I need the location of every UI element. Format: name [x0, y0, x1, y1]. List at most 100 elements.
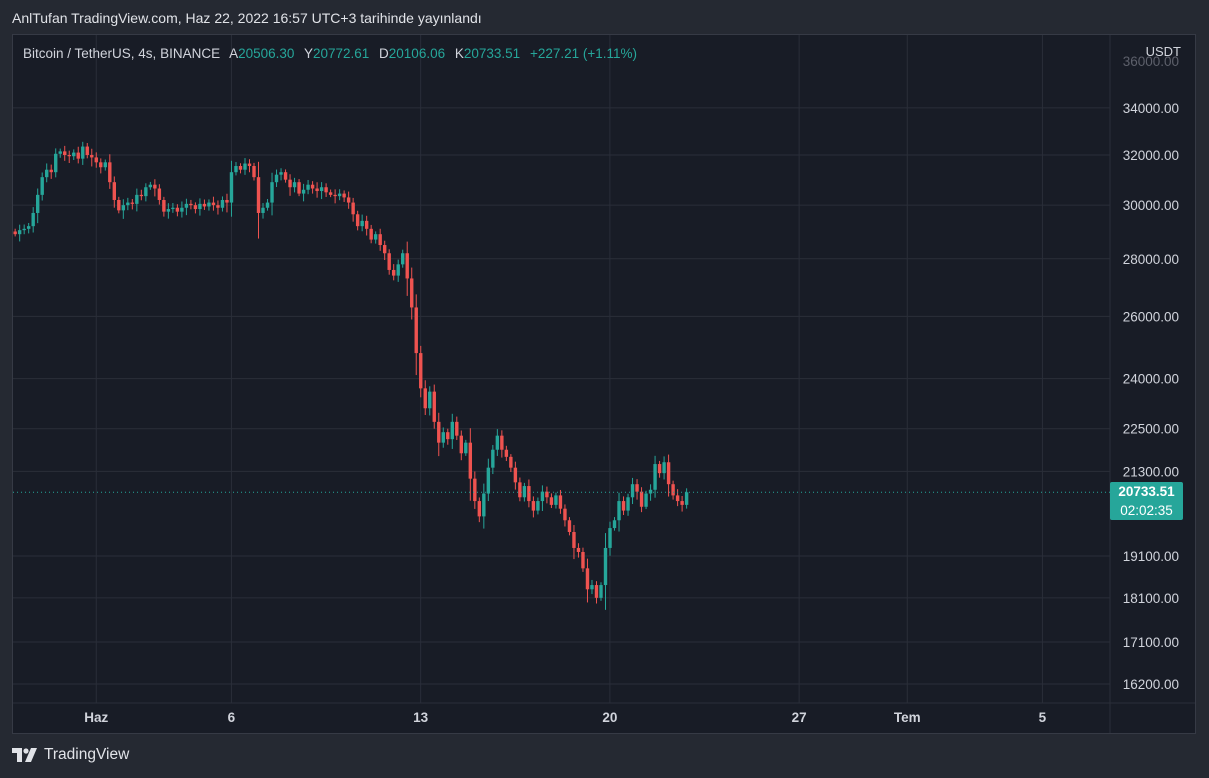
- candle-body: [26, 226, 31, 229]
- candle-body: [657, 464, 662, 474]
- candle-body: [238, 166, 243, 170]
- candle-body: [545, 491, 549, 498]
- x-tick-label: 27: [792, 710, 807, 725]
- candle-body: [13, 231, 17, 235]
- candle-body: [279, 172, 283, 175]
- candle-body: [518, 482, 522, 498]
- open-value: 20506.30: [238, 46, 295, 61]
- candle-body: [626, 497, 630, 511]
- low-label: D: [379, 46, 389, 61]
- candle-body: [373, 234, 378, 240]
- candle-body: [455, 421, 459, 436]
- candle-body: [382, 245, 387, 254]
- last-price-value: 20733.51: [1118, 484, 1175, 499]
- candle-body: [310, 184, 315, 189]
- high-value: 20772.61: [312, 46, 370, 61]
- candle-body: [594, 585, 599, 598]
- change-value: +227.21 (+1.11%): [529, 46, 638, 61]
- candle-body: [446, 432, 450, 440]
- candle-body: [378, 234, 382, 246]
- candle-body: [603, 547, 608, 586]
- candle-body: [491, 449, 495, 468]
- candle-body: [162, 199, 166, 212]
- candle-body: [94, 157, 98, 163]
- candle-body: [157, 188, 162, 200]
- candle-body: [58, 151, 62, 154]
- candle-body: [675, 495, 680, 502]
- candlestick-chart[interactable]: 16200.00 17100.00 18100.00 19100.00 21300.00…: [13, 35, 1196, 734]
- candle-body: [81, 146, 85, 159]
- candle-body: [261, 207, 265, 213]
- candle-body: [666, 462, 671, 485]
- candle-body: [85, 146, 89, 155]
- candle-body: [477, 501, 482, 517]
- candle-body: [306, 184, 310, 190]
- y-tick-label: 19100.00: [1123, 549, 1179, 564]
- x-tick-label: Tem: [894, 710, 921, 725]
- candle-body: [180, 207, 184, 212]
- symbol-title[interactable]: Bitcoin / TetherUS, 4s, BINANCE: [23, 46, 221, 61]
- candle-body: [301, 189, 306, 194]
- high-label: Y: [303, 46, 313, 61]
- candle-body: [297, 182, 301, 194]
- candle-body: [328, 192, 333, 195]
- candle-body: [392, 269, 396, 276]
- y-tick-label: 28000.00: [1123, 252, 1179, 267]
- candle-body: [166, 209, 171, 212]
- candle-body: [621, 501, 626, 511]
- candle-body: [184, 203, 189, 208]
- candle-body: [671, 484, 675, 496]
- candle-body: [572, 532, 576, 548]
- candle-body: [315, 188, 319, 192]
- candle-body: [90, 155, 94, 158]
- published-info: AnlTufan TradingView.com, Haz 22, 2022 1…: [12, 10, 482, 26]
- candle-body: [31, 212, 35, 227]
- candle-body: [234, 166, 238, 173]
- candle-body: [612, 520, 617, 529]
- candle-body: [387, 253, 391, 270]
- candle-body: [211, 202, 216, 206]
- candle-body: [662, 462, 666, 474]
- x-tick-label: 20: [602, 710, 617, 725]
- candle-body: [108, 162, 112, 183]
- tradingview-brand[interactable]: TradingView: [12, 746, 129, 764]
- candle-body: [567, 520, 572, 533]
- candle-body: [342, 193, 346, 198]
- candle-body: [608, 528, 612, 548]
- currency-label[interactable]: USDT: [1145, 44, 1181, 59]
- candle-body: [554, 495, 558, 505]
- candle-body: [355, 214, 360, 227]
- candle-body: [536, 501, 540, 511]
- candle-body: [468, 442, 473, 479]
- brand-name: TradingView: [44, 746, 130, 763]
- x-tick-label: 5: [1039, 710, 1047, 725]
- candle-body: [63, 151, 67, 155]
- candle-body: [337, 193, 342, 197]
- last-price-tag: 20733.51 02:02:35: [1110, 482, 1183, 520]
- candle-body: [346, 197, 351, 203]
- candle-body: [369, 228, 373, 240]
- bar-countdown: 02:02:35: [1120, 503, 1173, 518]
- candle-body: [49, 169, 53, 173]
- candle-body: [419, 353, 423, 389]
- y-tick-label: 24000.00: [1123, 372, 1179, 387]
- candle-body: [67, 155, 71, 157]
- candle-body: [495, 435, 500, 450]
- open-label: A: [229, 46, 239, 61]
- low-value: 20106.06: [388, 46, 446, 61]
- candle-body: [324, 187, 328, 193]
- chart-area[interactable]: 16200.00 17100.00 18100.00 19100.00 21300.00…: [12, 34, 1196, 734]
- candle-body: [599, 585, 603, 598]
- candle-body: [581, 551, 585, 569]
- y-tick-label: 17100.00: [1123, 635, 1179, 650]
- candle-body: [684, 492, 689, 505]
- candle-body: [405, 253, 409, 279]
- candle-body: [639, 491, 644, 507]
- candle-body: [351, 202, 355, 215]
- candle-body: [270, 182, 274, 203]
- candle-body: [229, 172, 234, 203]
- y-tick-label: 26000.00: [1123, 309, 1179, 324]
- candle-body: [635, 484, 639, 492]
- candle-body: [274, 174, 279, 183]
- candle-body: [558, 495, 563, 509]
